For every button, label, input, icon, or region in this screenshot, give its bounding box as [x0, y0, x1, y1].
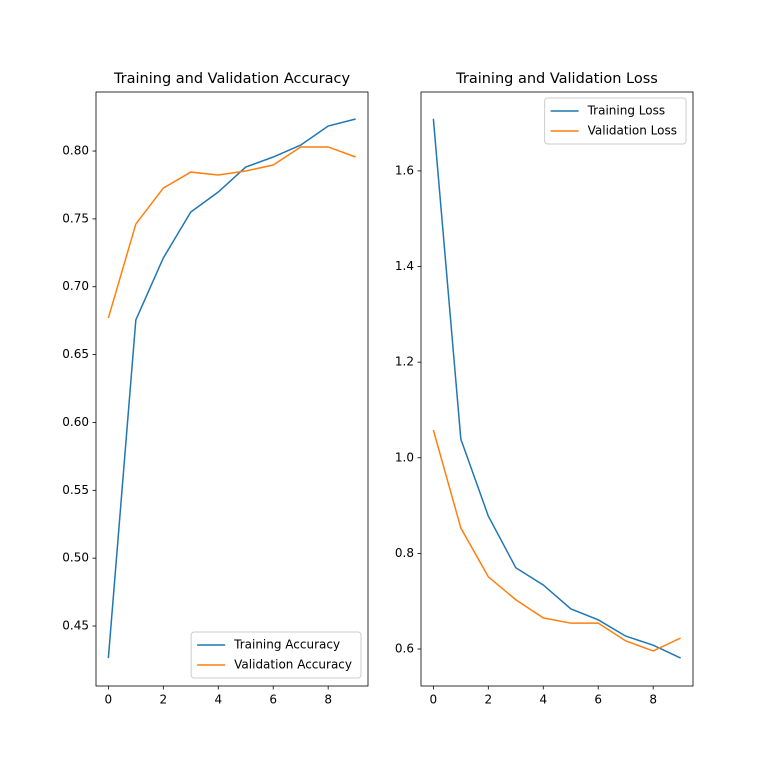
y-tick-label: 0.55	[62, 483, 89, 497]
x-tick-label: 4	[539, 693, 547, 707]
axes-frame	[95, 91, 369, 687]
y-tick-label: 0.50	[62, 551, 89, 565]
chart-title: Training and Validation Accuracy	[113, 71, 351, 87]
legend-label: Validation Loss	[588, 124, 677, 138]
legend: Training Accuracy Validation Accuracy	[190, 631, 362, 679]
x-tick-label: 4	[214, 693, 222, 707]
x-tick-label: 8	[324, 693, 332, 707]
y-tick-label: 0.6	[395, 641, 414, 655]
y-tick-label: 1.4	[395, 259, 414, 273]
x-tick-label: 0	[105, 693, 113, 707]
series-line	[107, 118, 356, 659]
x-tick-label: 0	[430, 693, 438, 707]
legend-label: Training Accuracy	[233, 638, 340, 652]
series-line	[107, 146, 356, 319]
x-tick-label: 6	[269, 693, 277, 707]
y-tick-label: 0.8	[395, 546, 414, 560]
x-tick-label: 6	[594, 693, 602, 707]
y-tick-label: 0.45	[62, 619, 89, 633]
y-tick-label: 1.2	[395, 355, 414, 369]
x-tick-label: 2	[159, 693, 167, 707]
legend-box	[544, 97, 687, 145]
y-tick-label: 0.65	[62, 347, 89, 361]
chart-title: Training and Validation Loss	[455, 71, 658, 87]
axes-frame	[420, 91, 694, 687]
y-tick-label: 0.60	[62, 415, 89, 429]
legend-label: Training Loss	[587, 104, 665, 118]
y-tick-label: 1.6	[395, 163, 414, 177]
y-tick-label: 1.0	[395, 450, 414, 464]
y-tick-label: 0.70	[62, 279, 89, 293]
legend-label: Validation Accuracy	[234, 658, 352, 672]
y-tick-label: 0.75	[62, 211, 89, 225]
legend: Training Loss Validation Loss	[544, 97, 687, 145]
x-tick-label: 2	[484, 693, 492, 707]
x-tick-label: 8	[649, 693, 657, 707]
series-line	[432, 429, 681, 652]
y-tick-label: 0.80	[62, 144, 89, 158]
series-line	[432, 118, 681, 659]
legend-box	[190, 631, 362, 679]
